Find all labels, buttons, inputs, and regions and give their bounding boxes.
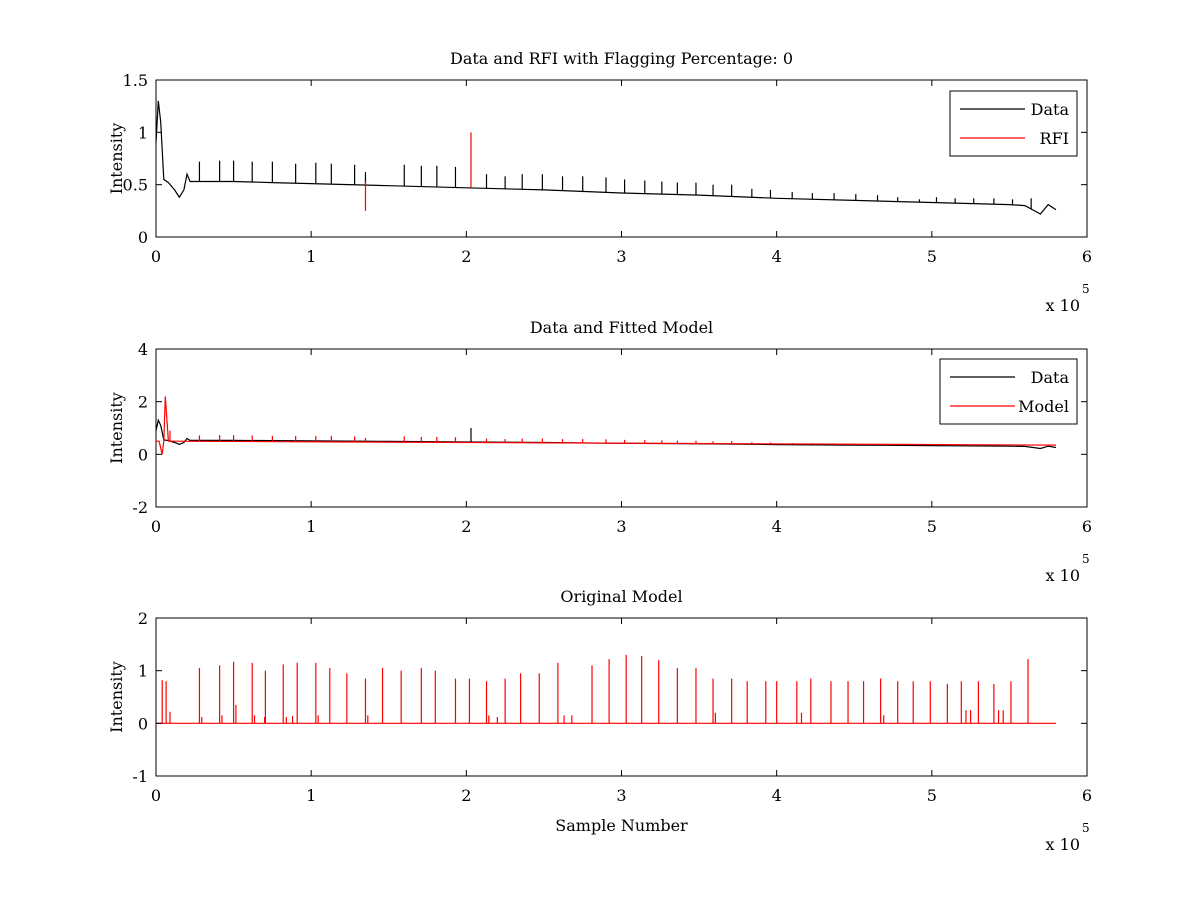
legend-label: Data xyxy=(1031,368,1070,387)
y-tick-label: 1 xyxy=(138,662,148,681)
x-tick-label: 0 xyxy=(151,786,161,805)
y-tick-label: 2 xyxy=(138,609,148,628)
legend: Data RFI xyxy=(949,90,1078,157)
x-tick-label: 1 xyxy=(306,786,316,805)
axes-frame xyxy=(155,79,1088,238)
plot-area xyxy=(156,396,1057,455)
model-line xyxy=(156,396,1057,455)
legend-label: Model xyxy=(1018,397,1069,416)
plot-area xyxy=(156,100,1057,215)
y-tick-label: -2 xyxy=(132,498,148,517)
x-exponent-base: x 10 xyxy=(1046,296,1080,315)
x-tick-label: 6 xyxy=(1082,517,1092,536)
axes-frame xyxy=(155,617,1088,777)
data-line xyxy=(156,100,1057,215)
x-tick-label: 2 xyxy=(461,786,471,805)
x-tick-label: 5 xyxy=(927,786,937,805)
x-tick-label: 5 xyxy=(927,517,937,536)
y-tick-label: 0 xyxy=(138,445,148,464)
x-exponent-power: 5 xyxy=(1082,552,1090,566)
x-tick-label: 1 xyxy=(306,517,316,536)
x-exponent-base: x 10 xyxy=(1046,835,1080,854)
y-tick-label: 0 xyxy=(138,714,148,733)
chart-title: Original Model xyxy=(560,587,682,606)
x-tick-label: 2 xyxy=(461,247,471,266)
legend-box xyxy=(939,358,1078,425)
axes-frame xyxy=(155,348,1088,508)
x-tick-label: 6 xyxy=(1082,247,1092,266)
x-exponent-power: 5 xyxy=(1082,821,1090,835)
legend-label: RFI xyxy=(1040,129,1069,148)
legend-label: Data xyxy=(1031,100,1070,119)
x-tick-label: 0 xyxy=(151,247,161,266)
x-tick-label: 1 xyxy=(306,247,316,266)
x-exponent-power: 5 xyxy=(1082,282,1090,296)
y-tick-label: 1.5 xyxy=(123,71,148,90)
x-exponent-base: x 10 xyxy=(1046,566,1080,585)
legend: Data Model xyxy=(939,358,1078,425)
y-axis-label: Intensity xyxy=(107,392,126,464)
x-tick-label: 3 xyxy=(616,247,626,266)
x-tick-label: 5 xyxy=(927,247,937,266)
y-axis-label: Intensity xyxy=(107,123,126,195)
y-tick-label: 4 xyxy=(138,340,148,359)
x-tick-label: 4 xyxy=(772,247,782,266)
x-tick-label: 4 xyxy=(772,786,782,805)
x-tick-label: 3 xyxy=(616,786,626,805)
x-tick-label: 6 xyxy=(1082,786,1092,805)
chart-title: Data and Fitted Model xyxy=(530,318,713,337)
plot-area xyxy=(156,654,1056,724)
y-tick-label: -1 xyxy=(132,767,148,786)
x-tick-label: 0 xyxy=(151,517,161,536)
x-tick-label: 2 xyxy=(461,517,471,536)
y-tick-label: 0.5 xyxy=(123,176,148,195)
chart-title: Data and RFI with Flagging Percentage: 0 xyxy=(450,49,793,68)
y-tick-label: 1 xyxy=(138,123,148,142)
x-axis-label: Sample Number xyxy=(555,816,688,835)
x-tick-label: 3 xyxy=(616,517,626,536)
y-tick-label: 0 xyxy=(138,228,148,247)
x-tick-label: 4 xyxy=(772,517,782,536)
y-tick-label: 2 xyxy=(138,393,148,412)
legend-box xyxy=(949,90,1078,157)
y-axis-label: Intensity xyxy=(107,661,126,733)
